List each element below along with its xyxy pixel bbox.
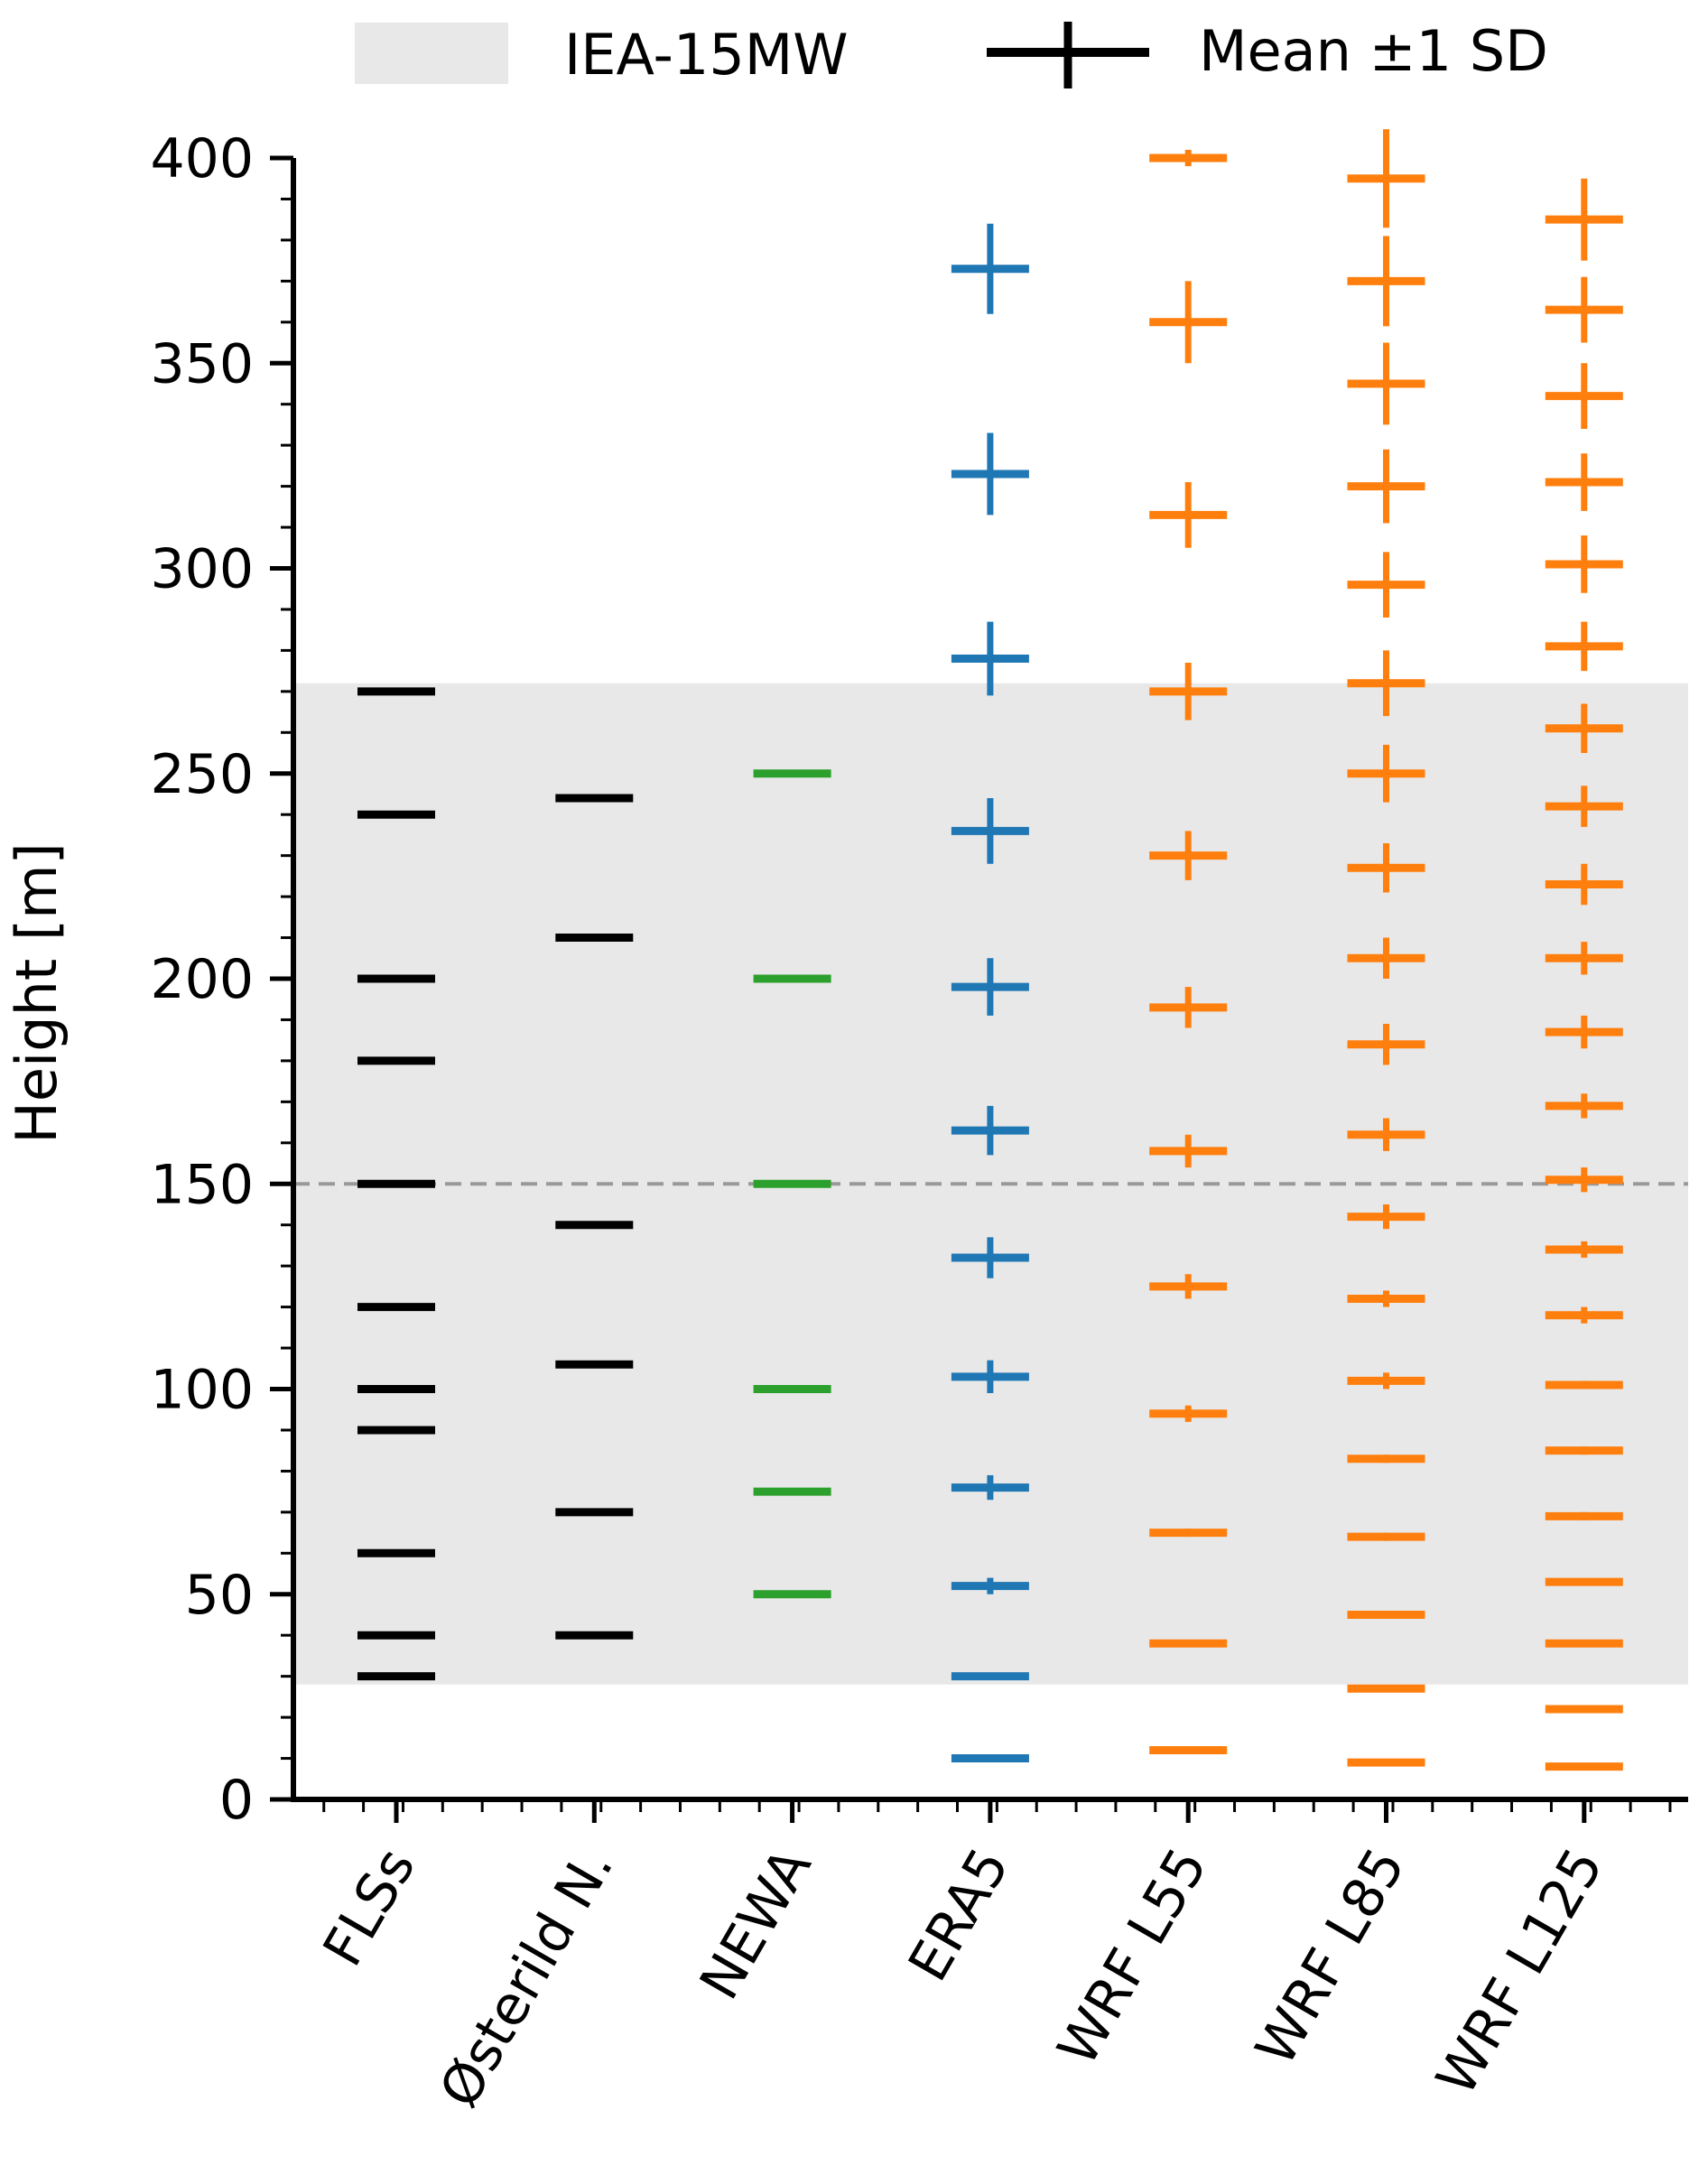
- legend-label-band: IEA-15MW: [564, 22, 849, 88]
- y-tick-label: 400: [150, 127, 254, 191]
- x-tick-label: FLSs: [311, 1838, 428, 1977]
- y-tick-label: 0: [219, 1769, 254, 1832]
- y-tick-label: 300: [150, 538, 254, 601]
- marks-layer: [357, 129, 1623, 1771]
- y-tick-label: 250: [150, 743, 254, 806]
- legend-band-swatch: [355, 23, 508, 84]
- x-tick-label: ERA5: [896, 1838, 1022, 1992]
- y-tick-label: 350: [150, 332, 254, 395]
- legend: IEA-15MW Mean ±1 SD: [355, 18, 1548, 88]
- x-tick-label: WRF L125: [1425, 1838, 1616, 2106]
- y-tick-label: 150: [150, 1153, 254, 1216]
- x-tick-label: Østerild N.: [428, 1838, 627, 2118]
- y-tick-label: 50: [185, 1564, 254, 1627]
- y-axis-label: Height [m]: [4, 842, 70, 1143]
- x-tick-label: NEWA: [688, 1838, 824, 2011]
- x-tick-label: WRF L85: [1244, 1838, 1418, 2077]
- y-tick-label: 100: [150, 1359, 254, 1422]
- x-tick-label: WRF L55: [1045, 1838, 1220, 2077]
- legend-label-errorbar: Mean ±1 SD: [1199, 18, 1548, 84]
- y-tick-label: 200: [150, 948, 254, 1011]
